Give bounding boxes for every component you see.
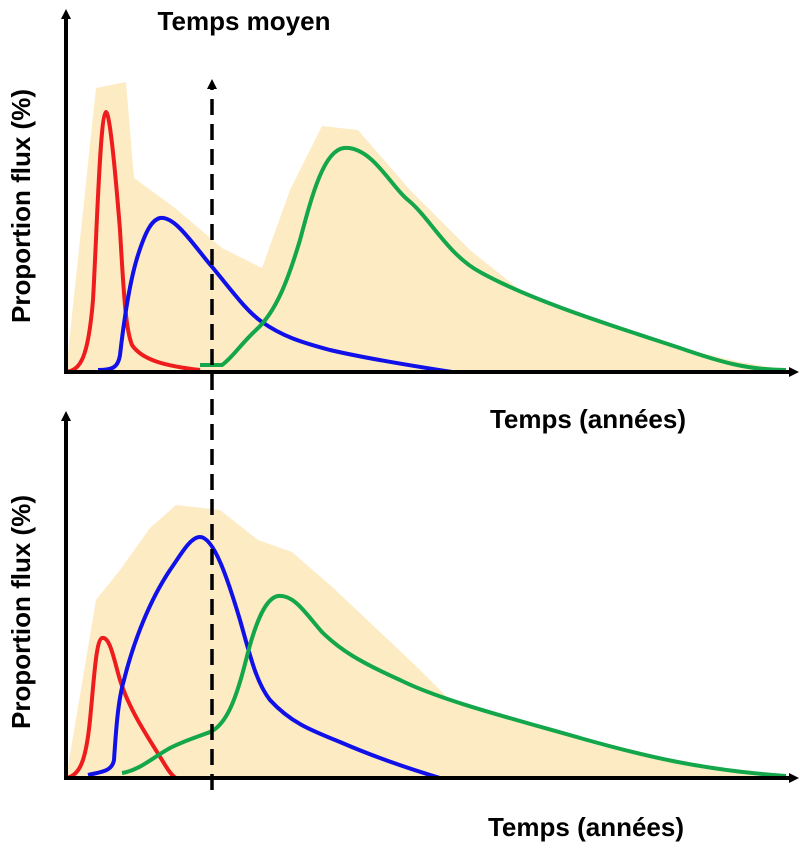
top-green-curve [200, 145, 787, 372]
bottom-panel [65, 505, 787, 780]
top-y-axis-label: Proportion flux (%) [6, 89, 36, 323]
top-red-curve [65, 109, 201, 374]
bottom-y-axis-label: Proportion flux (%) [6, 495, 36, 729]
top-blue-curve [97, 215, 453, 374]
bottom-envelope-area [66, 505, 786, 778]
top-x-axis-label: Temps (années) [490, 404, 686, 434]
top-axes [61, 9, 799, 377]
bottom-x-axis-label: Temps (années) [488, 812, 684, 842]
bottom-blue-curve [87, 534, 441, 780]
bottom-green-curve [121, 593, 787, 778]
bottom-axes [61, 411, 799, 783]
top-envelope-area [66, 82, 786, 372]
top-panel [65, 82, 787, 374]
bottom-red-curve [65, 636, 178, 780]
title-label: Temps moyen [158, 6, 331, 36]
